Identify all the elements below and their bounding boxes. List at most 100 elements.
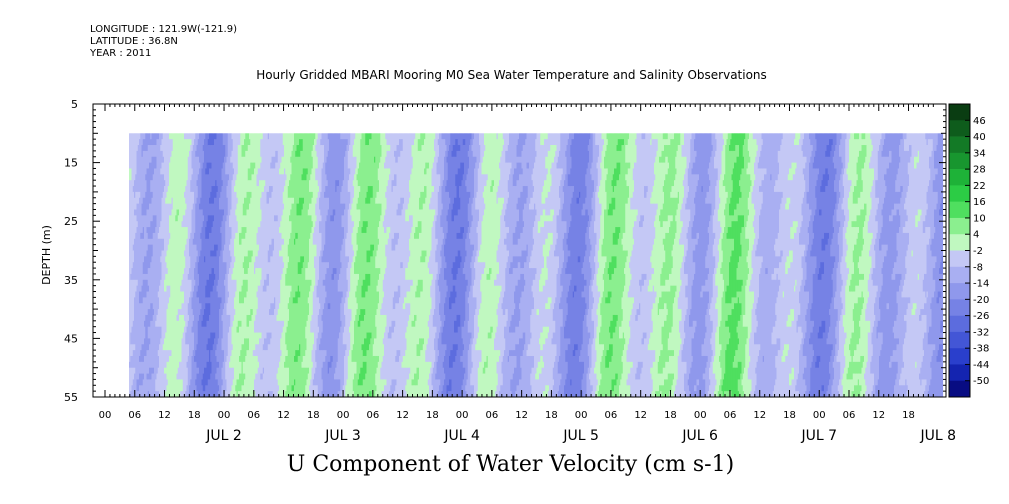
velocity-cell (385, 326, 387, 380)
velocity-cell (456, 273, 459, 316)
velocity-cell (472, 133, 475, 140)
velocity-cell (137, 133, 140, 146)
velocity-cell (740, 303, 742, 316)
velocity-cell (759, 133, 761, 158)
velocity-cell (332, 279, 335, 397)
velocity-cell (397, 232, 400, 240)
velocity-cell (502, 197, 505, 204)
velocity-cell (596, 133, 599, 146)
velocity-cell (732, 150, 735, 169)
velocity-cell (164, 373, 166, 397)
velocity-cell (161, 197, 164, 240)
velocity-cell (521, 191, 524, 234)
velocity-cell (272, 238, 275, 251)
velocity-cell (326, 262, 329, 269)
velocity-cell (509, 350, 511, 357)
velocity-cell (205, 297, 207, 304)
velocity-cell (595, 133, 597, 146)
velocity-cell (167, 203, 170, 245)
velocity-cell (705, 314, 707, 328)
velocity-cell (554, 145, 556, 158)
velocity-cell (339, 379, 341, 392)
velocity-cell (516, 133, 519, 146)
velocity-cell (201, 385, 204, 397)
velocity-cell (319, 232, 321, 257)
velocity-cell (151, 191, 154, 199)
velocity-cell (529, 268, 531, 345)
velocity-cell (517, 344, 520, 386)
velocity-cell (452, 303, 455, 345)
velocity-cell (626, 174, 629, 187)
velocity-cell (716, 180, 719, 269)
velocity-cell (666, 133, 669, 140)
velocity-cell (610, 279, 612, 292)
velocity-cell (189, 256, 191, 269)
velocity-cell (560, 379, 562, 397)
velocity-cell (229, 250, 231, 269)
velocity-cell (556, 273, 559, 397)
velocity-cell (365, 291, 367, 339)
velocity-cell (180, 285, 182, 292)
velocity-cell (267, 191, 270, 204)
velocity-cell (245, 150, 247, 199)
velocity-cell (566, 303, 569, 316)
velocity-cell (347, 191, 350, 210)
velocity-cell (516, 209, 519, 222)
velocity-cell (445, 344, 447, 351)
velocity-cell (469, 145, 471, 193)
velocity-cell (269, 244, 271, 263)
velocity-cell (509, 355, 511, 397)
velocity-cell (300, 133, 302, 140)
velocity-cell (346, 279, 349, 292)
velocity-cell (377, 191, 380, 204)
velocity-cell (770, 180, 772, 397)
velocity-cell (240, 133, 242, 234)
velocity-cell (654, 139, 656, 163)
velocity-cell (285, 344, 287, 357)
velocity-cell (235, 209, 237, 216)
velocity-cell (349, 332, 351, 351)
velocity-cell (142, 197, 145, 216)
velocity-cell (645, 338, 647, 397)
velocity-cell (649, 338, 651, 351)
velocity-cell (635, 221, 637, 316)
velocity-cell (710, 133, 712, 158)
velocity-cell (176, 209, 179, 222)
velocity-cell (612, 391, 615, 397)
velocity-cell (446, 162, 449, 181)
velocity-cell (549, 297, 551, 310)
velocity-cell (271, 191, 274, 240)
velocity-cell (299, 297, 301, 345)
velocity-cell (731, 238, 734, 251)
velocity-cell (307, 373, 310, 397)
velocity-cell (582, 262, 585, 275)
velocity-cell (242, 215, 245, 228)
velocity-cell (351, 203, 354, 222)
velocity-cell (707, 232, 710, 245)
velocity-cell (457, 209, 460, 234)
velocity-cell (635, 133, 637, 140)
velocity-cell (715, 139, 717, 152)
velocity-cell (292, 297, 295, 304)
velocity-cell (536, 309, 539, 316)
velocity-cell (251, 162, 254, 175)
velocity-cell (522, 133, 525, 146)
velocity-cell (776, 338, 779, 357)
velocity-cell (474, 314, 476, 397)
velocity-cell (287, 309, 290, 322)
velocity-cell (441, 133, 444, 140)
velocity-cell (499, 391, 501, 397)
velocity-cell (457, 238, 460, 251)
velocity-cell (735, 145, 737, 163)
velocity-cell (551, 232, 554, 245)
velocity-cell (441, 203, 444, 210)
velocity-cell (715, 332, 717, 380)
velocity-cell (370, 256, 372, 333)
velocity-cell (372, 355, 375, 397)
velocity-cell (734, 355, 736, 369)
velocity-cell (236, 221, 239, 234)
velocity-cell (270, 338, 272, 392)
velocity-cell (310, 379, 312, 397)
velocity-cell (695, 191, 697, 240)
velocity-cell (394, 150, 396, 158)
